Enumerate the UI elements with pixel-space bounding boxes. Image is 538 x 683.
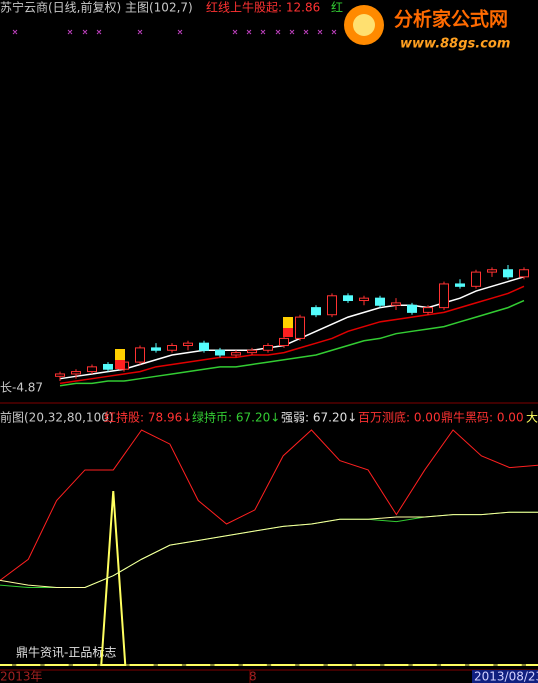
candle-body: [199, 342, 209, 351]
logo-url: www.88gs.com: [400, 37, 510, 52]
candle-body: [391, 302, 401, 306]
candle-body: [311, 307, 321, 316]
indicator-item: 大: [526, 411, 538, 425]
moving-average: [59, 299, 525, 387]
buy-signal: [283, 317, 293, 328]
logo-icon: [353, 14, 375, 36]
indicator-item: 强弱: 67.20↓: [281, 411, 357, 425]
candle-body: [519, 269, 529, 278]
indicator-title: 前图(20,32,80,100): [0, 410, 114, 425]
candle-body: [375, 297, 385, 306]
candle-body: [407, 304, 417, 313]
candle-body: [423, 307, 433, 313]
candle-body: [135, 347, 145, 363]
indicator-item: 鼎牛黑码: 0.00: [441, 410, 524, 425]
moving-average: [59, 285, 525, 385]
candle-body: [279, 337, 289, 347]
indicator-line: [0, 511, 538, 588]
candle-body: [231, 352, 241, 356]
candle-body: [471, 271, 481, 287]
time-label: 2013年: [0, 670, 43, 683]
candle-body: [167, 345, 177, 351]
plot: [0, 265, 538, 666]
signal-cross: [12, 29, 337, 35]
buy-signal: [115, 349, 125, 360]
signal-text: 红: [331, 0, 343, 15]
candle-body: [343, 295, 353, 302]
watermark: 鼎牛资讯-正品标志: [16, 645, 116, 660]
stock-title: 苏宁云商(日线,前复权) 主图(102,7): [0, 0, 193, 15]
candle-body: [55, 373, 65, 377]
candle-body: [247, 349, 257, 354]
signal-text: 红线上牛股起: 12.86: [206, 0, 320, 15]
time-label: 2013/08/23/: [474, 670, 538, 683]
candle-body: [183, 342, 193, 347]
logo: 分析家公式网 www.88gs.com: [344, 5, 510, 52]
indicator-item: 红持股: 78.96↓: [104, 410, 192, 425]
candle-body: [295, 316, 305, 339]
logo-text: 分析家公式网: [394, 8, 508, 31]
candle-body: [215, 349, 225, 356]
candle-body: [263, 345, 273, 351]
time-label: 8: [249, 670, 257, 683]
price-label: 长-4.87: [0, 381, 43, 395]
candle-body: [327, 295, 337, 316]
candle-body: [71, 371, 81, 375]
candle-body: [359, 297, 369, 302]
indicator-line: [0, 429, 538, 581]
candle-body: [439, 283, 449, 309]
time-highlight: [472, 670, 538, 683]
buy-signal: [115, 360, 125, 369]
candle-body: [87, 366, 97, 373]
candle-body: [503, 269, 513, 278]
buy-signal: [283, 328, 293, 337]
candle-body: [455, 283, 465, 287]
signal-marks: [12, 29, 337, 35]
indicator-item: 百万测底: 0.00: [358, 410, 441, 425]
candle-body: [487, 269, 497, 273]
indicator-item: 绿持币: 67.20↓: [192, 410, 280, 425]
candle-body: [151, 347, 161, 351]
candle-body: [103, 363, 113, 370]
